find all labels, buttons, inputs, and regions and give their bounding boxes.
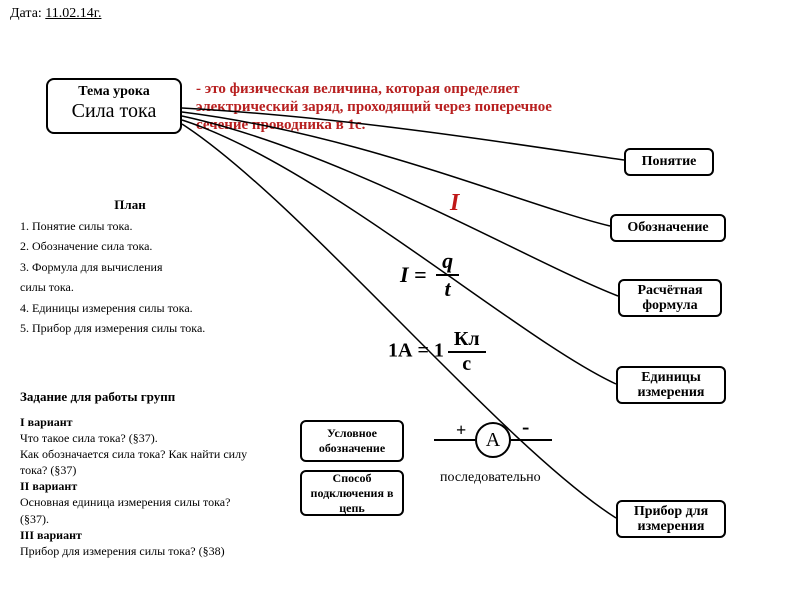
- box-connection: Способ подключения в цепь: [300, 470, 404, 516]
- serial-label: последовательно: [440, 470, 541, 486]
- box-device-label: Прибор для измерения: [624, 504, 718, 535]
- box-notation: Обозначение: [610, 214, 726, 242]
- wire-left: [434, 439, 475, 441]
- variant-3-body: Прибор для измерения силы тока? (§38): [20, 543, 250, 559]
- variant-1-title: I вариант: [20, 414, 250, 430]
- definition-text: - это физическая величина, которая опред…: [196, 80, 572, 134]
- box-concept: Понятие: [624, 148, 714, 176]
- date-line: Дата: 11.02.14г.: [10, 6, 101, 22]
- variant-1-body: Что такое сила тока? (§37). Как обознача…: [20, 430, 250, 479]
- formula-main-num: q: [436, 248, 459, 276]
- box-device: Прибор для измерения: [616, 500, 726, 538]
- box-units: Единицы измерения: [616, 366, 726, 404]
- box-units-label: Единицы измерения: [624, 370, 718, 401]
- variant-3-title: III вариант: [20, 527, 250, 543]
- minus-sign: -: [522, 414, 529, 440]
- plan-item: 3. Формула для вычисления: [20, 257, 240, 277]
- topic-title: Сила тока: [48, 100, 180, 123]
- formula-main-lhs: I =: [400, 262, 427, 288]
- plan-section: План 1. Понятие силы тока. 2. Обозначени…: [20, 194, 240, 338]
- plan-title: План: [20, 194, 240, 216]
- ammeter-icon: А: [475, 422, 511, 458]
- date-value: 11.02.14г.: [45, 6, 101, 21]
- plan-item: 2. Обозначение сила тока.: [20, 236, 240, 256]
- plus-sign: +: [456, 420, 466, 441]
- topic-box: Тема урока Сила тока: [46, 78, 182, 134]
- tasks-section: Задание для работы групп I вариант Что т…: [20, 388, 250, 559]
- formula-unit-den: с: [448, 353, 486, 376]
- plan-item: 5. Прибор для измерения силы тока.: [20, 318, 240, 338]
- date-prefix: Дата:: [10, 6, 45, 21]
- formula-unit-frac: Кл с: [448, 328, 486, 376]
- plan-item: 4. Единицы измерения силы тока.: [20, 298, 240, 318]
- formula-main-den: t: [436, 276, 459, 302]
- plan-item: 1. Понятие силы тока.: [20, 216, 240, 236]
- formula-unit-lhs: 1А = 1: [388, 340, 444, 362]
- tasks-title: Задание для работы групп: [20, 388, 250, 406]
- box-formula: Расчётная формула: [618, 279, 722, 317]
- variant-2-title: II вариант: [20, 478, 250, 494]
- topic-label: Тема урока: [48, 84, 180, 100]
- box-formula-label: Расчётная формула: [626, 283, 714, 314]
- formula-main: I = q t: [400, 248, 459, 302]
- box-symbol-label: Условное обозначение: [319, 426, 385, 455]
- formula-main-frac: q t: [436, 248, 459, 302]
- wire-right: [511, 439, 552, 441]
- symbol-i: I: [450, 190, 459, 217]
- formula-unit-num: Кл: [448, 328, 486, 353]
- box-notation-label: Обозначение: [627, 220, 708, 235]
- plan-item: силы тока.: [20, 277, 240, 297]
- box-symbol: Условное обозначение: [300, 420, 404, 462]
- box-concept-label: Понятие: [642, 154, 697, 169]
- variant-2-body: Основная единица измерения силы тока? (§…: [20, 494, 250, 526]
- box-connection-label: Способ подключения в цепь: [308, 471, 396, 516]
- formula-unit: 1А = 1 Кл с: [388, 328, 486, 376]
